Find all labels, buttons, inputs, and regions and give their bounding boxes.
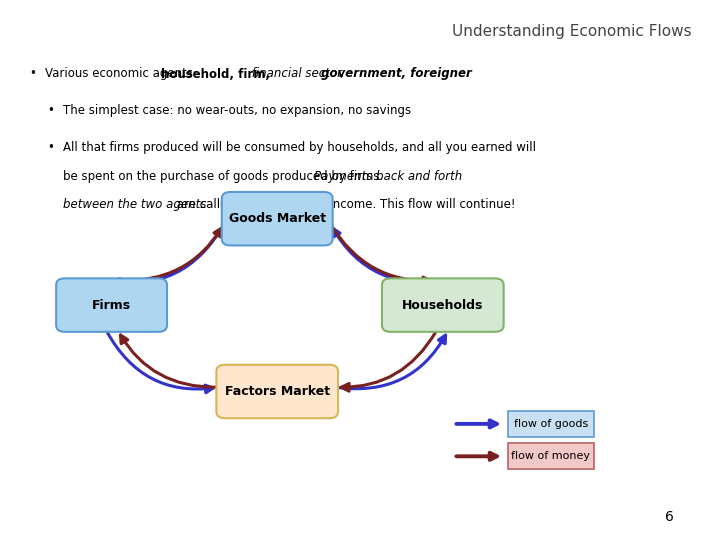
FancyBboxPatch shape (216, 365, 338, 418)
Text: government, foreigner: government, foreigner (317, 68, 472, 80)
Text: household, firm,: household, firm, (161, 68, 269, 80)
Text: flow of money: flow of money (511, 451, 590, 461)
Text: between the two agents: between the two agents (63, 198, 207, 211)
FancyArrowPatch shape (331, 225, 431, 285)
Text: The simplest case: no wear-outs, no expansion, no savings: The simplest case: no wear-outs, no expa… (63, 104, 412, 117)
Text: flow of goods: flow of goods (513, 419, 588, 429)
Text: •: • (47, 141, 54, 154)
FancyArrowPatch shape (333, 228, 446, 282)
FancyArrowPatch shape (120, 335, 217, 387)
FancyArrowPatch shape (112, 225, 223, 286)
Text: financial sector,: financial sector, (248, 68, 345, 80)
Text: Understanding Economic Flows: Understanding Economic Flows (451, 24, 691, 39)
Text: 6: 6 (665, 510, 674, 524)
Text: •: • (29, 68, 36, 80)
FancyBboxPatch shape (382, 279, 504, 332)
FancyBboxPatch shape (508, 443, 594, 469)
Text: Payments back and forth: Payments back and forth (314, 170, 462, 183)
FancyBboxPatch shape (222, 192, 333, 245)
FancyArrowPatch shape (456, 420, 497, 428)
Text: Goods Market: Goods Market (229, 212, 325, 225)
FancyBboxPatch shape (508, 411, 594, 437)
Text: Firms: Firms (92, 299, 131, 312)
FancyArrowPatch shape (338, 335, 446, 389)
Text: •: • (47, 104, 54, 117)
Text: be spent on the purchase of goods produced by firms.: be spent on the purchase of goods produc… (63, 170, 387, 183)
FancyArrowPatch shape (341, 332, 436, 391)
Text: Various economic agents:: Various economic agents: (45, 68, 200, 80)
FancyBboxPatch shape (56, 279, 167, 332)
FancyArrowPatch shape (107, 332, 213, 393)
Text: All that firms produced will be consumed by households, and all you earned will: All that firms produced will be consumed… (63, 141, 536, 154)
Text: Factors Market: Factors Market (225, 385, 330, 398)
FancyArrowPatch shape (120, 228, 221, 281)
Text: are called circular flow of income. This flow will continue!: are called circular flow of income. This… (173, 198, 516, 211)
FancyArrowPatch shape (456, 453, 497, 460)
Text: Households: Households (402, 299, 484, 312)
